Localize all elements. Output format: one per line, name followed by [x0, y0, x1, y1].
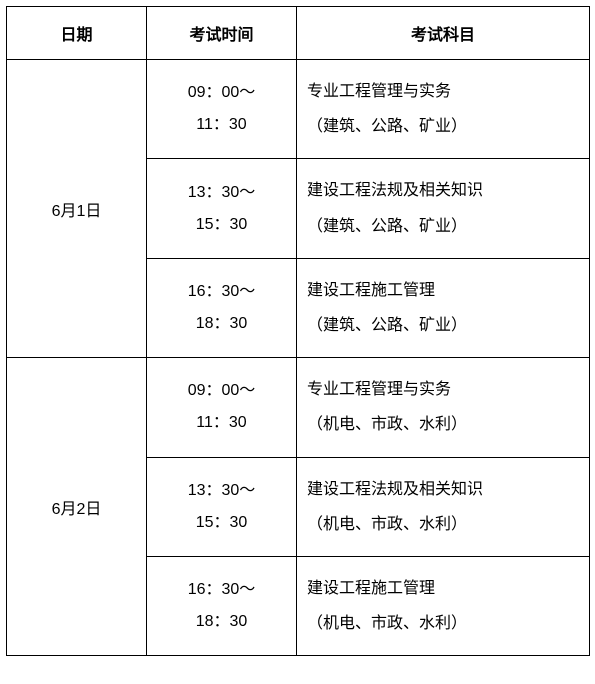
- header-time: 考试时间: [147, 7, 297, 60]
- time-end: 18：30: [196, 315, 248, 332]
- subject-line1: 建设工程法规及相关知识: [307, 182, 483, 199]
- subject-line2: （机电、市政、水利）: [307, 516, 467, 533]
- time-cell: 16：30～ 18：30: [147, 556, 297, 655]
- time-cell: 13：30～ 15：30: [147, 457, 297, 556]
- subject-cell: 建设工程法规及相关知识 （机电、市政、水利）: [297, 457, 590, 556]
- subject-line2: （建筑、公路、矿业）: [307, 218, 467, 235]
- subject-line2: （建筑、公路、矿业）: [307, 317, 467, 334]
- time-start: 09：00～: [188, 382, 256, 399]
- time-end: 15：30: [196, 216, 248, 233]
- table-row: 6月1日 09：00～ 11：30 专业工程管理与实务 （建筑、公路、矿业）: [7, 60, 590, 159]
- exam-schedule-table: 日期 考试时间 考试科目 6月1日 09：00～ 11：30 专业工程管理与实务…: [6, 6, 590, 656]
- subject-line1: 建设工程施工管理: [307, 282, 435, 299]
- time-end: 11：30: [196, 116, 246, 133]
- time-end: 15：30: [196, 514, 248, 531]
- subject-cell: 建设工程法规及相关知识 （建筑、公路、矿业）: [297, 159, 590, 258]
- header-subject: 考试科目: [297, 7, 590, 60]
- table-header-row: 日期 考试时间 考试科目: [7, 7, 590, 60]
- subject-line2: （机电、市政、水利）: [307, 416, 467, 433]
- time-start: 09：00～: [188, 84, 256, 101]
- time-end: 11：30: [196, 414, 246, 431]
- time-start: 16：30～: [188, 581, 256, 598]
- subject-line1: 专业工程管理与实务: [307, 83, 451, 100]
- time-end: 18：30: [196, 613, 248, 630]
- subject-cell: 建设工程施工管理 （建筑、公路、矿业）: [297, 258, 590, 357]
- time-cell: 16：30～ 18：30: [147, 258, 297, 357]
- time-start: 13：30～: [188, 184, 256, 201]
- time-cell: 09：00～ 11：30: [147, 358, 297, 457]
- date-cell: 6月1日: [7, 60, 147, 358]
- subject-cell: 专业工程管理与实务 （建筑、公路、矿业）: [297, 60, 590, 159]
- time-cell: 09：00～ 11：30: [147, 60, 297, 159]
- subject-line2: （机电、市政、水利）: [307, 615, 467, 632]
- time-start: 13：30～: [188, 482, 256, 499]
- header-date: 日期: [7, 7, 147, 60]
- time-cell: 13：30～ 15：30: [147, 159, 297, 258]
- table-row: 6月2日 09：00～ 11：30 专业工程管理与实务 （机电、市政、水利）: [7, 358, 590, 457]
- date-cell: 6月2日: [7, 358, 147, 656]
- subject-line1: 建设工程法规及相关知识: [307, 481, 483, 498]
- subject-cell: 建设工程施工管理 （机电、市政、水利）: [297, 556, 590, 655]
- subject-line2: （建筑、公路、矿业）: [307, 118, 467, 135]
- subject-line1: 建设工程施工管理: [307, 580, 435, 597]
- subject-line1: 专业工程管理与实务: [307, 381, 451, 398]
- time-start: 16：30～: [188, 283, 256, 300]
- subject-cell: 专业工程管理与实务 （机电、市政、水利）: [297, 358, 590, 457]
